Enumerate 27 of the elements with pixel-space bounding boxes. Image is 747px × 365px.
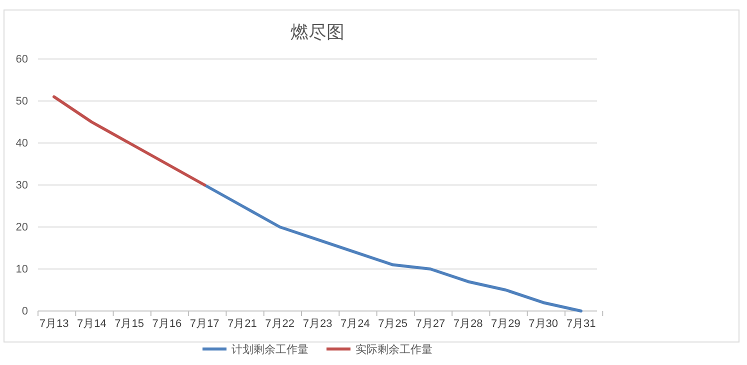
x-tick-label: 7月16 [152, 318, 182, 330]
legend-label: 计划剩余工作量 [232, 343, 308, 356]
x-tick-label: 7月27 [416, 318, 446, 330]
x-tick-label: 7月24 [340, 318, 370, 330]
x-tick-label: 7月22 [265, 318, 295, 330]
y-tick-label: 20 [16, 222, 28, 234]
y-tick-label: 60 [16, 54, 28, 66]
x-tick-label: 7月28 [453, 318, 483, 330]
x-tick-label: 7月17 [190, 318, 220, 330]
x-tick-label: 7月29 [491, 318, 520, 330]
x-tick-label: 7月25 [378, 318, 408, 330]
x-tick-label: 7月14 [76, 318, 106, 330]
x-tick-label: 7月30 [528, 318, 558, 330]
line-series [52, 95, 206, 186]
y-tick-label: 50 [16, 96, 28, 108]
y-tick-label: 10 [16, 264, 28, 276]
chart-title: 燃尽图 [290, 22, 344, 43]
x-tick-label: 7月31 [566, 318, 596, 330]
line-series [203, 184, 582, 312]
y-tick-label: 30 [16, 180, 28, 192]
x-tick-label: 7月23 [302, 318, 332, 330]
x-tick-label: 7月13 [39, 318, 69, 330]
x-tick-label: 7月15 [114, 318, 144, 330]
x-tick-label: 7月21 [228, 318, 257, 330]
y-tick-label: 0 [22, 306, 28, 318]
y-tick-label: 40 [16, 138, 28, 150]
legend-label: 实际剩余工作量 [356, 343, 432, 356]
